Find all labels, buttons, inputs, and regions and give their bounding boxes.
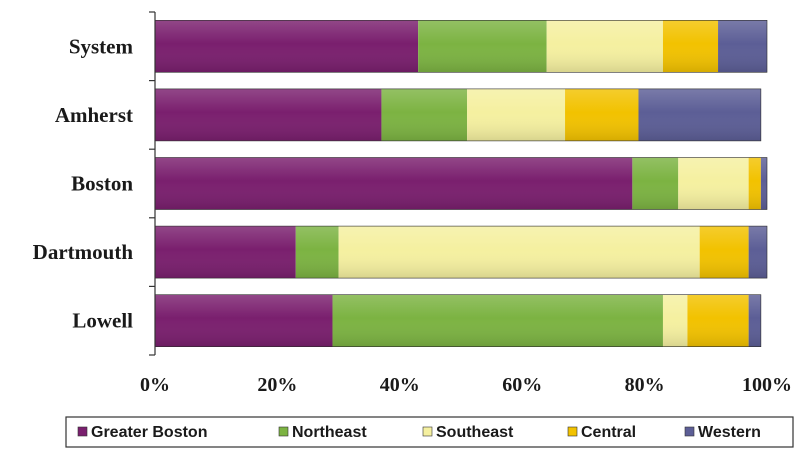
- legend: Greater Boston Northeast Southeast Central W…: [65, 416, 794, 448]
- bar-shade-lowell-southeast: [662, 294, 688, 347]
- category-label-amherst: Amherst: [55, 103, 133, 127]
- legend-label-northeast: Northeast: [292, 424, 367, 441]
- bar-shade-amherst-southeast: [467, 88, 566, 141]
- bar-shade-lowell-western: [748, 294, 761, 347]
- legend-label-central: Central: [581, 424, 636, 441]
- axes: [149, 11, 156, 356]
- category-label-boston: Boston: [71, 172, 133, 196]
- bar-shade-system-central: [662, 20, 719, 73]
- x-tick-label-20: 20%: [257, 374, 297, 396]
- bar-shade-dartmouth-greater-boston: [155, 226, 296, 279]
- bar-shade-amherst-western: [638, 88, 761, 141]
- bar-shade-lowell-northeast: [332, 294, 663, 347]
- legend-label-southeast: Southeast: [436, 424, 514, 441]
- bar-shade-amherst-northeast: [381, 88, 468, 141]
- axis-labels: System Amherst Boston Dartmouth Lowell 0% 20% 4…: [33, 34, 792, 396]
- bar-shade-dartmouth-central: [699, 226, 749, 279]
- bar-shade-boston-western: [760, 157, 767, 210]
- bar-shade-dartmouth-western: [748, 226, 767, 279]
- bars-layer: [154, 19, 768, 348]
- bar-shade-lowell-central: [687, 294, 749, 347]
- bar-shade-boston-northeast: [632, 157, 679, 210]
- legend-swatch-northeast: [278, 426, 289, 437]
- bar-shade-boston-central: [748, 157, 761, 210]
- x-tick-label-40: 40%: [380, 374, 420, 396]
- category-label-dartmouth: Dartmouth: [33, 240, 134, 264]
- legend-swatch-western: [684, 426, 695, 437]
- legend-swatch-southeast: [422, 426, 433, 437]
- bar-shade-system-northeast: [418, 20, 547, 73]
- legend-swatch-central: [567, 426, 578, 437]
- bar-shade-system-southeast: [546, 20, 663, 73]
- legend-swatch-greater-boston: [77, 426, 88, 437]
- bar-shade-amherst-central: [565, 88, 639, 141]
- x-tick-label-60: 60%: [502, 374, 542, 396]
- x-tick-label-0: 0%: [140, 374, 170, 396]
- category-label-system: System: [69, 34, 134, 58]
- legend-label-greater-boston: Greater Boston: [91, 424, 207, 441]
- legend-label-western: Western: [698, 424, 761, 441]
- bar-shade-boston-southeast: [678, 157, 749, 210]
- category-label-lowell: Lowell: [72, 309, 133, 333]
- bar-shade-dartmouth-southeast: [338, 226, 700, 279]
- bar-shade-system-greater-boston: [155, 20, 419, 73]
- x-tick-label-80: 80%: [625, 374, 665, 396]
- bar-shade-system-western: [718, 20, 767, 73]
- bar-shade-amherst-greater-boston: [155, 88, 382, 141]
- bar-shade-dartmouth-northeast: [295, 226, 339, 279]
- x-tick-label-100: 100%: [742, 374, 792, 396]
- bar-shade-lowell-greater-boston: [155, 294, 333, 347]
- bar-shade-boston-greater-boston: [155, 157, 633, 210]
